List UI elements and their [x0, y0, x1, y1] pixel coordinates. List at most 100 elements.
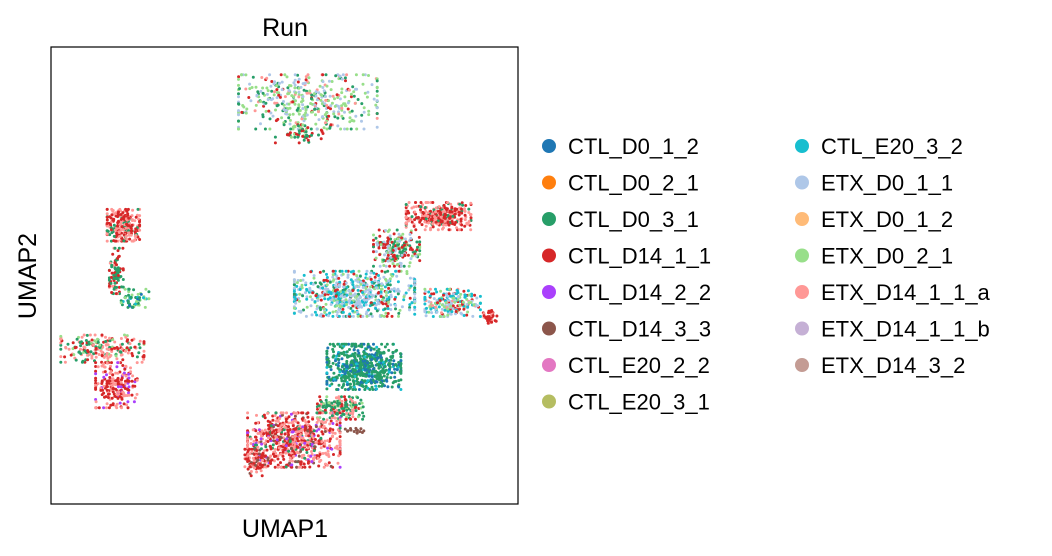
scatter-point: [111, 387, 115, 391]
scatter-point: [373, 279, 377, 283]
scatter-point: [131, 374, 135, 378]
scatter-point: [335, 274, 339, 278]
scatter-point: [339, 127, 343, 131]
scatter-point: [355, 274, 359, 278]
scatter-point: [106, 396, 110, 399]
scatter-point: [129, 226, 133, 230]
scatter-point: [247, 452, 251, 456]
scatter-point: [351, 289, 355, 292]
scatter-point: [94, 369, 98, 373]
scatter-point: [344, 401, 348, 405]
scatter-point: [333, 406, 337, 409]
scatter-point: [83, 349, 87, 353]
legend-item: CTL_E20_2_2: [542, 353, 710, 378]
scatter-point: [351, 269, 355, 273]
scatter-point: [305, 297, 309, 301]
scatter-point: [313, 445, 317, 449]
scatter-point: [288, 106, 292, 110]
legend-label: CTL_D0_1_2: [568, 134, 699, 159]
scatter-point: [79, 352, 83, 356]
scatter-point: [329, 419, 333, 423]
scatter-point: [352, 403, 355, 407]
scatter-point: [383, 253, 386, 257]
scatter-point: [63, 360, 67, 364]
legend-item: CTL_E20_3_1: [542, 390, 710, 415]
scatter-point: [259, 89, 263, 93]
scatter-point: [341, 370, 345, 373]
scatter-point: [321, 132, 325, 135]
legend-marker: [542, 248, 556, 263]
scatter-point: [325, 104, 329, 107]
scatter-point: [119, 337, 123, 340]
legend-item: CTL_D0_1_2: [542, 134, 699, 159]
scatter-point: [127, 233, 131, 237]
scatter-point: [433, 218, 437, 222]
scatter-point: [292, 283, 296, 287]
scatter-point: [391, 262, 395, 266]
scatter-point: [274, 454, 278, 458]
scatter-point: [375, 99, 379, 103]
scatter-point: [127, 385, 131, 389]
scatter-point: [345, 354, 349, 357]
scatter-point: [403, 237, 407, 241]
scatter-point: [119, 350, 122, 354]
scatter-point: [249, 470, 253, 473]
scatter-point: [343, 342, 347, 346]
scatter-point: [297, 465, 301, 469]
scatter-point: [273, 447, 277, 451]
scatter-point: [274, 436, 278, 439]
scatter-point: [246, 446, 250, 450]
scatter-point: [135, 355, 139, 359]
scatter-point: [293, 78, 297, 82]
scatter-point: [64, 345, 68, 349]
scatter-point: [307, 76, 311, 80]
scatter-point: [279, 452, 283, 456]
scatter-point: [130, 293, 134, 297]
scatter-point: [299, 279, 303, 282]
scatter-point: [269, 111, 273, 115]
scatter-point: [422, 217, 426, 220]
scatter-point: [121, 390, 125, 394]
scatter-point: [287, 92, 291, 96]
scatter-point: [331, 431, 335, 435]
scatter-point: [274, 108, 277, 112]
scatter-point: [343, 353, 346, 357]
scatter-point: [315, 421, 319, 424]
scatter-point: [116, 213, 120, 217]
scatter-point: [321, 73, 325, 77]
scatter-point: [326, 106, 330, 110]
scatter-point: [282, 108, 286, 111]
scatter-point: [296, 135, 300, 139]
scatter-point: [328, 437, 332, 441]
scatter-point: [248, 87, 252, 91]
scatter-point: [258, 463, 262, 467]
scatter-point: [363, 368, 367, 372]
scatter-point: [121, 364, 125, 367]
scatter-point: [358, 304, 362, 308]
scatter-point: [408, 232, 412, 236]
scatter-point: [268, 460, 272, 464]
scatter-point: [262, 432, 266, 436]
scatter-point: [321, 452, 325, 455]
scatter-point: [313, 310, 317, 314]
scatter-point: [424, 201, 428, 204]
scatter-point: [318, 409, 322, 412]
scatter-point: [237, 119, 240, 123]
scatter-point: [118, 234, 122, 238]
scatter-point: [255, 470, 259, 474]
scatter-point: [372, 264, 375, 268]
scatter-point: [370, 83, 374, 87]
scatter-point: [273, 101, 277, 105]
scatter-point: [111, 402, 115, 406]
scatter-point: [361, 314, 365, 318]
legend-label: CTL_D14_2_2: [568, 280, 711, 305]
scatter-point: [348, 110, 352, 114]
scatter-point: [396, 262, 400, 266]
scatter-point: [337, 383, 341, 387]
scatter-point: [425, 306, 428, 310]
scatter-point: [348, 378, 352, 382]
scatter-point: [328, 280, 332, 284]
scatter-point: [309, 102, 313, 105]
scatter-point: [333, 115, 337, 119]
scatter-point: [379, 381, 383, 384]
